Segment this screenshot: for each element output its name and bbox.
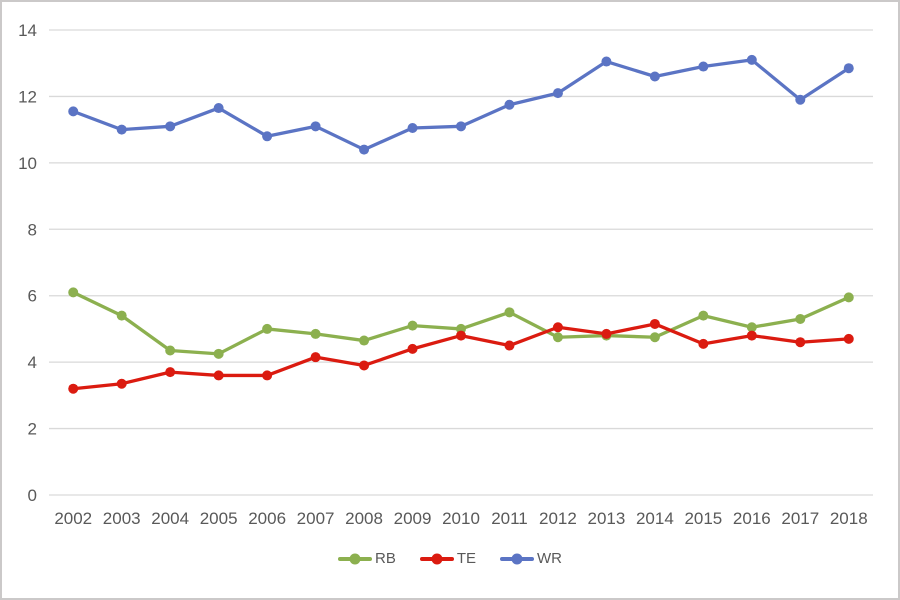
marker-rb-2015 [698,310,709,321]
x-axis-labels: 2002 2003 2004 2005 2006 2007 2008 2009 2010 2011… [54,509,867,528]
marker-rb-2016 [746,322,757,333]
y-tick-label: 2 [28,420,37,439]
marker-wr-2003 [116,124,127,135]
marker-rb-2011 [504,307,515,318]
marker-te-2010 [456,330,466,341]
marker-wr-2002 [68,106,79,117]
marker-te-2016 [746,330,757,341]
marker-rb-2003 [116,310,127,321]
marker-wr-2015 [698,61,709,72]
x-tick-label: 2006 [248,509,286,528]
legend-label-rb: RB [374,550,396,567]
y-tick-label: 10 [18,154,37,173]
x-tick-label: 2013 [587,509,625,528]
marker-te-2011 [504,340,515,351]
marker-te-2007 [310,352,321,363]
x-tick-label: 2007 [297,509,335,528]
marker-wr-2007 [310,121,321,132]
y-tick-label: 6 [28,287,37,306]
x-tick-label: 2002 [54,509,92,528]
marker-rb-2017 [795,313,806,324]
x-tick-label: 2008 [345,509,383,528]
x-tick-label: 2010 [442,509,480,528]
marker-rb-2014 [649,332,660,343]
y-tick-label: 8 [28,220,37,239]
marker-te-2006 [262,370,273,381]
y-tick-label: 4 [28,353,37,372]
y-tick-label: 0 [28,486,37,505]
marker-te-2009 [407,343,418,354]
marker-rb-2005 [213,348,224,359]
marker-te-2015 [698,338,709,349]
legend: RB TE WR [2,550,898,567]
legend-item-wr: WR [500,550,562,567]
x-tick-label: 2018 [830,509,868,528]
x-tick-label: 2017 [781,509,819,528]
marker-rb-2007 [310,328,321,339]
legend-marker-te-icon [419,553,454,564]
marker-rb-2008 [359,335,370,346]
series-line-rb [71,290,851,356]
marker-wr-2008 [359,144,370,155]
marker-wr-2016 [746,54,757,65]
legend-marker-wr-icon [500,553,534,564]
series-rb [68,287,854,359]
marker-rb-2002 [68,287,79,298]
marker-te-2012 [552,322,563,333]
legend-label-wr: WR [537,550,562,567]
marker-rb-2009 [407,320,418,331]
x-tick-label: 2015 [684,509,722,528]
x-tick-label: 2004 [151,509,189,528]
x-tick-label: 2014 [636,509,674,528]
marker-wr-2009 [407,122,418,133]
legend-item-te: TE [419,550,476,567]
marker-wr-2014 [649,71,660,82]
marker-te-2008 [359,360,370,371]
marker-te-2017 [795,337,806,348]
marker-wr-2018 [843,63,854,74]
x-tick-label: 2009 [394,509,432,528]
legend-label-te: TE [456,550,476,567]
marker-wr-2011 [504,99,515,110]
marker-rb-2006 [262,323,273,334]
y-tick-label: 12 [18,87,37,106]
marker-te-2002 [68,383,79,394]
x-tick-label: 2016 [733,509,771,528]
marker-te-2013 [601,328,612,339]
marker-te-2018 [843,333,854,344]
marker-wr-2006 [262,131,273,142]
marker-wr-2004 [165,121,176,132]
y-axis-labels: 0 2 4 6 8 10 12 14 [18,21,37,505]
marker-te-2004 [165,367,176,378]
marker-rb-2004 [165,345,176,356]
gridlines [49,29,873,496]
marker-wr-2010 [456,121,466,132]
series-line-wr [71,58,851,152]
marker-wr-2017 [795,94,806,105]
legend-marker-rb-icon [337,553,372,564]
y-tick-label: 14 [18,21,37,40]
marker-rb-2012 [552,332,563,343]
marker-wr-2013 [601,56,612,67]
series-wr [68,54,854,155]
x-tick-label: 2012 [539,509,577,528]
x-tick-label: 2005 [200,509,238,528]
series-te [68,318,854,394]
x-tick-label: 2011 [491,509,528,528]
marker-rb-2018 [843,292,854,303]
legend-item-rb: RB [337,550,396,567]
marker-te-2003 [116,378,127,389]
marker-te-2005 [213,370,224,381]
marker-wr-2005 [213,103,224,114]
marker-wr-2012 [552,88,563,99]
x-tick-label: 2003 [103,509,141,528]
marker-te-2014 [649,318,660,329]
